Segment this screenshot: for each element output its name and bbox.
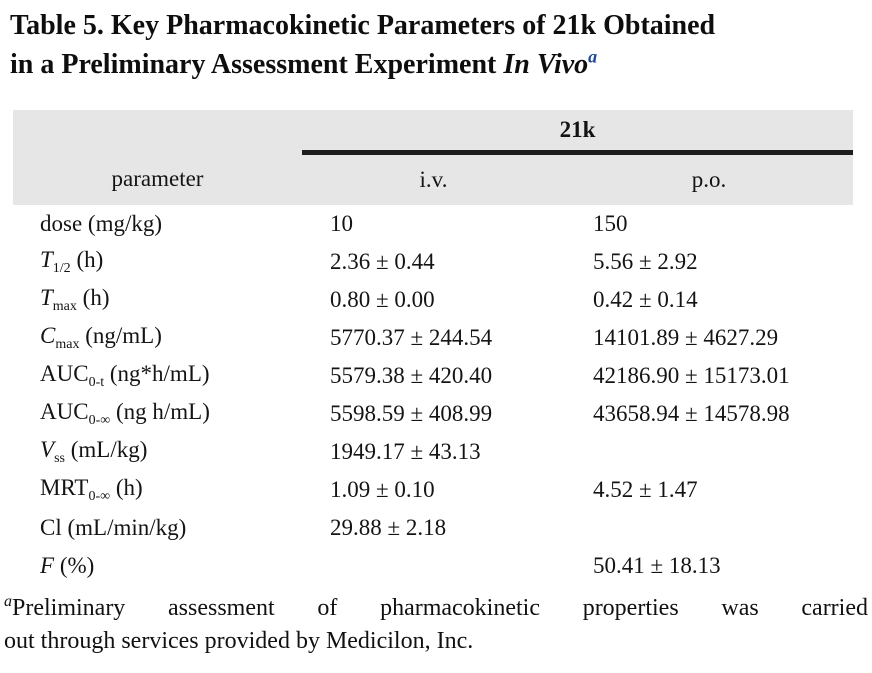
iv-value-cell: 5770.37 ± 244.54 <box>330 325 493 350</box>
table-row: MRT0-∞ (h) 1.09 ± 0.10 4.52 ± 1.47 <box>13 471 853 509</box>
po-value-cell: 4.52 ± 1.47 <box>593 477 698 502</box>
iv-value-cell: 1949.17 ± 43.13 <box>330 439 481 464</box>
po-value-cell: 5.56 ± 2.92 <box>593 249 698 274</box>
table-title-line1: Table 5. Key Pharmacokinetic Parameters … <box>10 10 716 41</box>
parameter-cell: AUC0-t (ng*h/mL) <box>40 361 210 390</box>
parameter-cell: Tmax (h) <box>40 285 110 314</box>
po-value-cell: 42186.90 ± 15173.01 <box>593 363 790 388</box>
column-header-row: parameter i.v. p.o. <box>13 152 854 205</box>
po-value-cell <box>565 433 853 471</box>
table-footnote: aPreliminary assessment of pharmacokinet… <box>4 592 868 658</box>
po-value-cell: 0.42 ± 0.14 <box>593 287 698 312</box>
iv-value-cell: 1.09 ± 0.10 <box>330 477 435 502</box>
table-row: AUC0-∞ (ng h/mL) 5598.59 ± 408.99 43658.94… <box>13 395 853 433</box>
compound-group-header: 21k <box>302 110 854 155</box>
footnote-line1: aPreliminary assessment of pharmacokinet… <box>4 592 868 625</box>
iv-value-cell: 5579.38 ± 420.40 <box>330 363 493 388</box>
corner-cell <box>13 110 302 153</box>
iv-value-cell: 29.88 ± 2.18 <box>330 515 447 540</box>
title-footnote-marker: a <box>588 46 598 67</box>
parameter-cell: Cmax (ng/mL) <box>40 323 162 352</box>
table-title-line2: in a Preliminary Assessment Experiment <box>10 49 504 80</box>
footnote-line1-text: Preliminary assessment of pharmacokineti… <box>12 595 868 621</box>
column-header-parameter: parameter <box>13 152 302 205</box>
iv-value-cell: 5598.59 ± 408.99 <box>330 401 493 426</box>
parameter-cell: MRT0-∞ (h) <box>40 475 143 504</box>
table-row: AUC0-t (ng*h/mL) 5579.38 ± 420.40 42186.90… <box>13 357 853 395</box>
table-row: T1/2 (h) 2.36 ± 0.44 5.56 ± 2.92 <box>13 243 853 281</box>
pharmacokinetics-table: 21k parameter i.v. p.o. dose (mg/kg) 10 15… <box>13 110 854 585</box>
table-row: dose (mg/kg) 10 150 <box>13 205 853 243</box>
parameter-cell: Cl (mL/min/kg) <box>40 515 187 540</box>
table-row: Cmax (ng/mL) 5770.37 ± 244.54 14101.89 ± 4… <box>13 319 853 357</box>
table-title: Table 5. Key Pharmacokinetic Parameters … <box>10 6 862 84</box>
table-title-italic: In Vivo <box>503 49 589 80</box>
iv-value-cell: 0.80 ± 0.00 <box>330 287 435 312</box>
footnote-line2: out through services provided by Medicil… <box>4 628 474 654</box>
po-value-cell: 14101.89 ± 4627.29 <box>593 325 779 350</box>
parameter-cell: dose (mg/kg) <box>40 211 163 236</box>
parameter-cell: AUC0-∞ (ng h/mL) <box>40 399 210 428</box>
table-row: F (%) 50.41 ± 18.13 <box>13 547 853 585</box>
po-value-cell: 43658.94 ± 14578.98 <box>593 401 790 426</box>
group-header-row: 21k <box>13 110 854 155</box>
column-header-po: p.o. <box>565 152 854 205</box>
iv-value-cell <box>302 547 565 585</box>
parameter-cell: T1/2 (h) <box>40 247 104 276</box>
parameter-cell: Vss (mL/kg) <box>40 437 148 466</box>
po-value-cell <box>565 509 853 547</box>
footnote-marker: a <box>4 593 12 610</box>
po-value-cell: 50.41 ± 18.13 <box>593 553 721 578</box>
table-row: Tmax (h) 0.80 ± 0.00 0.42 ± 0.14 <box>13 281 853 319</box>
po-value-cell: 150 <box>593 211 628 236</box>
table-row: Vss (mL/kg) 1949.17 ± 43.13 <box>13 433 853 471</box>
parameter-cell: F (%) <box>40 553 95 578</box>
column-header-iv: i.v. <box>302 152 565 205</box>
iv-value-cell: 2.36 ± 0.44 <box>330 249 435 274</box>
iv-value-cell: 10 <box>330 211 353 236</box>
table-row: Cl (mL/min/kg) 29.88 ± 2.18 <box>13 509 853 547</box>
